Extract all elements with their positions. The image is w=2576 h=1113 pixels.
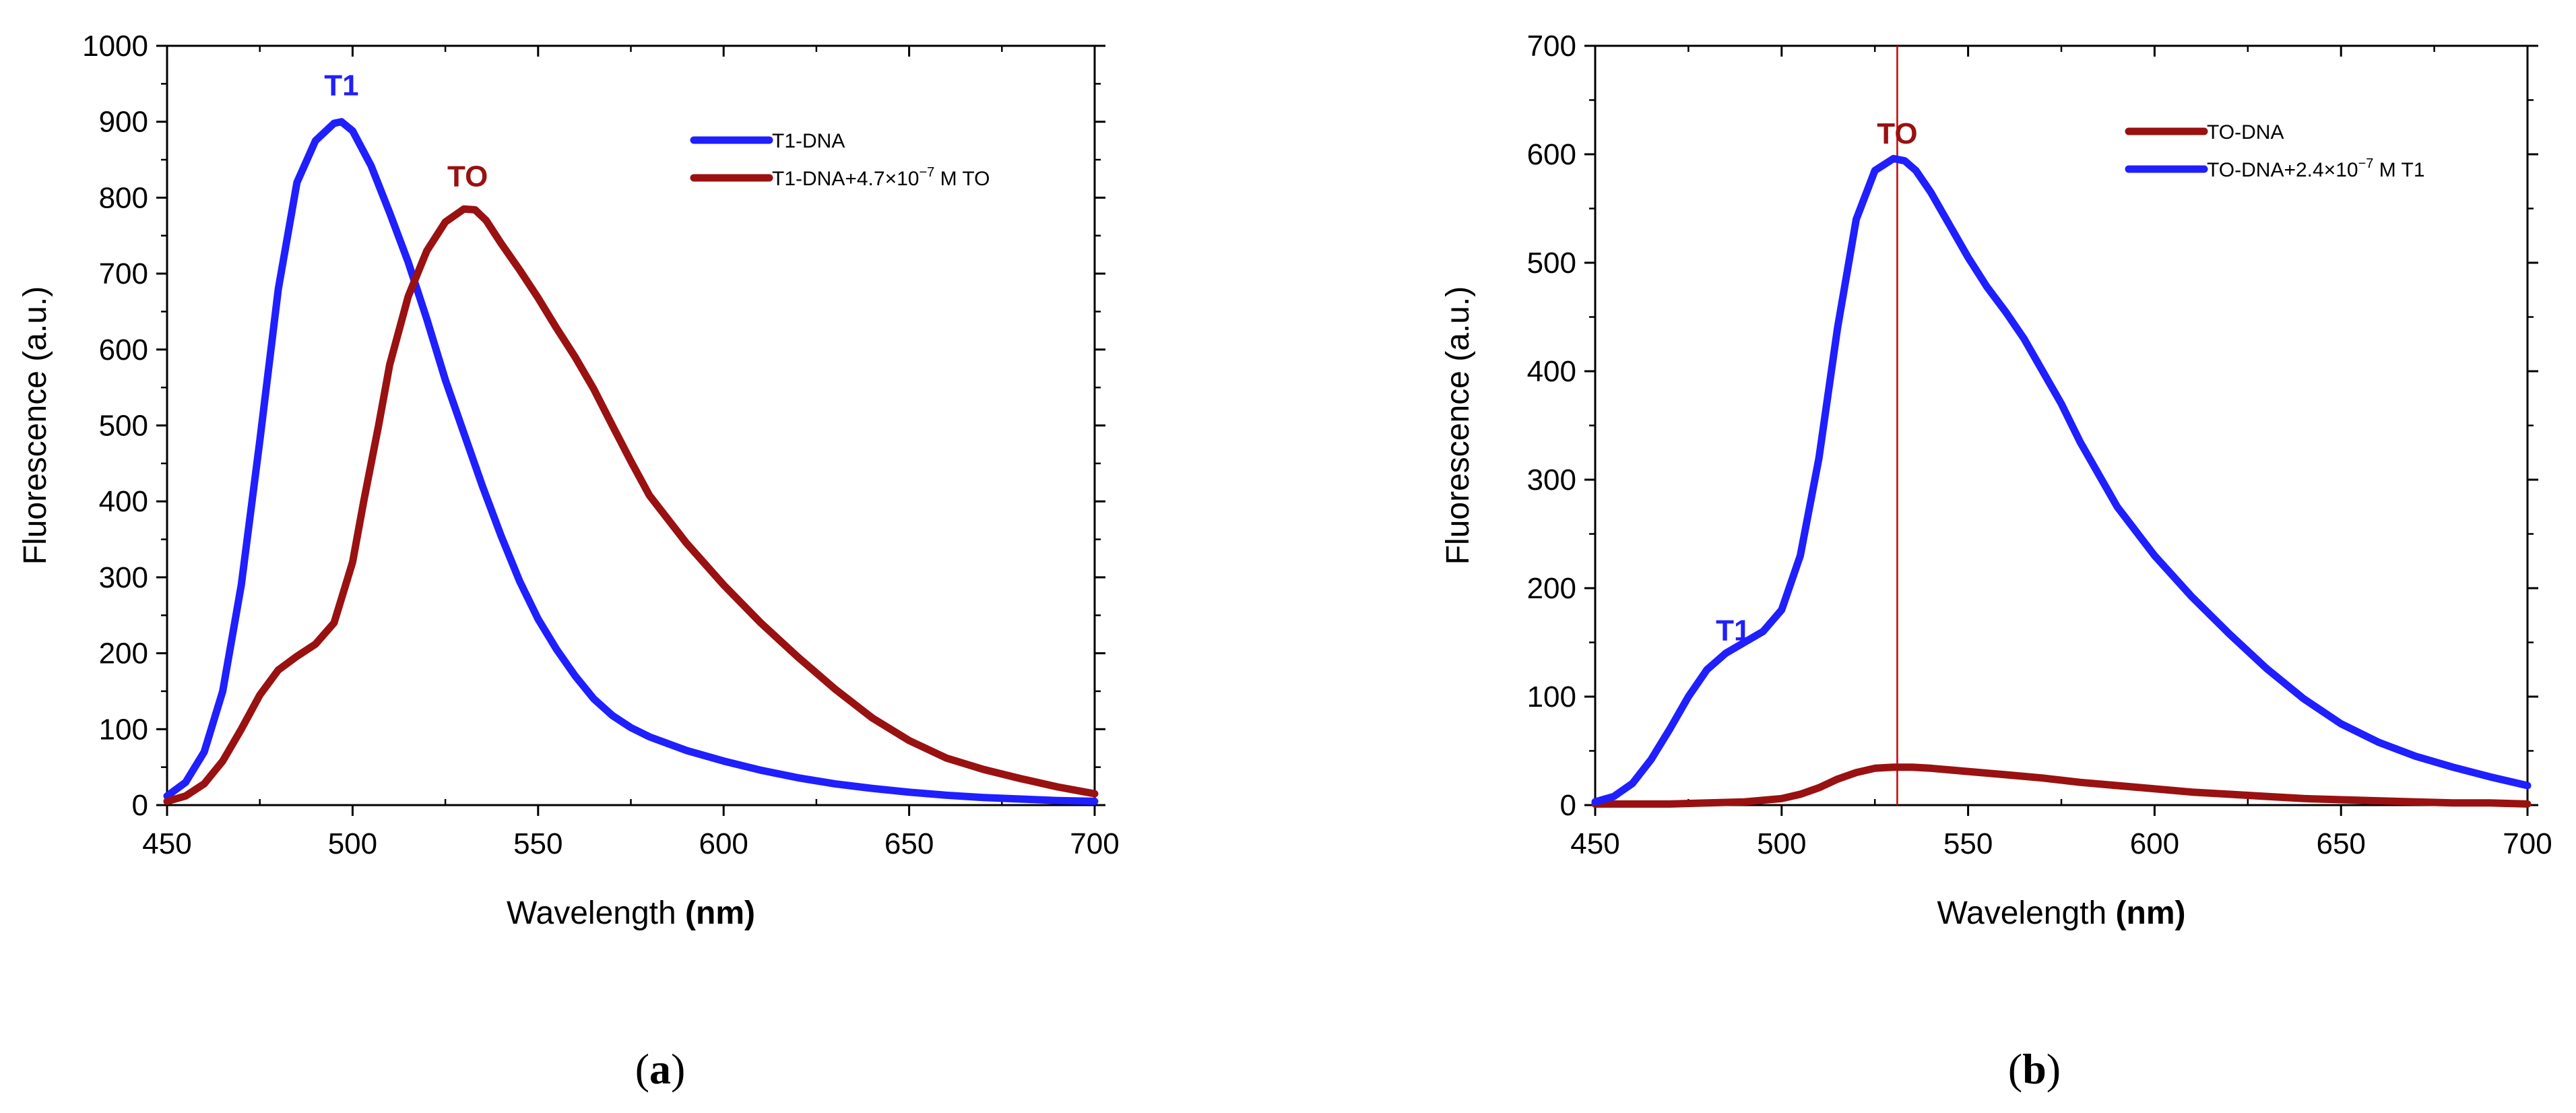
- legend-label-0: TO-DNA: [2207, 121, 2284, 144]
- y-tick-label: 500: [1527, 247, 1576, 280]
- x-axis-paren-open: (: [676, 895, 696, 931]
- x-tick-label: 600: [699, 827, 748, 860]
- x-axis-title: Wavelength: [1937, 895, 2106, 931]
- x-tick-label: 650: [884, 827, 934, 860]
- peak-annotation: TO: [1877, 117, 1917, 150]
- y-tick-label: 500: [99, 410, 148, 443]
- caption-open: (: [635, 1045, 649, 1093]
- y-tick-label: 0: [132, 789, 148, 822]
- series-line-1: [1591, 154, 2532, 806]
- legend-suffix: M TO: [934, 168, 990, 190]
- y-tick-label: 700: [1527, 30, 1576, 63]
- x-tick-label: 700: [2503, 827, 2552, 860]
- x-tick-label: 650: [2316, 827, 2365, 860]
- x-tick-label: 500: [1757, 827, 1806, 860]
- caption-letter: b: [2022, 1045, 2047, 1093]
- series-line-0: [1591, 763, 2532, 808]
- y-tick-label: 300: [1527, 464, 1576, 497]
- x-tick-label: 550: [1943, 827, 1993, 860]
- y-tick-label: 100: [99, 713, 148, 746]
- panel-caption: (a): [635, 1045, 686, 1093]
- x-axis-paren-close: ): [2175, 895, 2186, 931]
- y-tick-label: 400: [99, 485, 148, 518]
- panel-a: 450 500 550 600 650 700 0 100 200 300 400 500 600 700…: [18, 30, 1120, 1093]
- y-tick-label: 0: [1560, 789, 1576, 822]
- legend-name: TO-DNA: [2207, 121, 2284, 144]
- x-axis-paren-open: (: [2106, 895, 2126, 931]
- y-tick-label: 600: [99, 333, 148, 367]
- caption-close: ): [671, 1045, 685, 1093]
- panel-b: 450 500 550 600 650 700 0 100 200 300 400 500 600 700…: [1440, 30, 2552, 1093]
- legend-exponent: −7: [2358, 156, 2374, 171]
- y-tick-label: 200: [1527, 572, 1576, 605]
- x-tick-label: 500: [328, 827, 377, 860]
- y-tick-label: 900: [99, 106, 148, 139]
- y-tick-label: 600: [1527, 138, 1576, 171]
- x-axis-label: Wavelength (nm): [507, 895, 755, 931]
- x-tick-label: 700: [1070, 827, 1119, 860]
- caption-letter: a: [649, 1045, 671, 1093]
- y-tick-label: 300: [99, 561, 148, 594]
- x-tick-label: 550: [513, 827, 562, 860]
- x-axis-unit: nm: [2127, 895, 2175, 931]
- x-axis-title: Wavelength: [507, 895, 676, 931]
- series-line-1: [163, 205, 1099, 805]
- y-tick-label: 700: [99, 257, 148, 290]
- legend-label-1: T1-DNA+4.7×10−7 M TO: [772, 165, 990, 190]
- x-tick-label: 600: [2130, 827, 2179, 860]
- legend-suffix: M T1: [2373, 159, 2424, 181]
- legend-name: TO-DNA+2.4×10: [2207, 159, 2358, 181]
- panel-caption: (b): [2008, 1045, 2061, 1093]
- y-tick-label: 400: [1527, 355, 1576, 388]
- y-axis-label: Fluorescence (a.u.): [18, 286, 53, 565]
- caption-close: ): [2047, 1045, 2061, 1093]
- y-tick-label: 800: [99, 181, 148, 214]
- series-line-0: [163, 118, 1099, 805]
- y-axis-label: Fluorescence (a.u.): [1440, 286, 1476, 565]
- legend-label-0: T1-DNA: [772, 130, 845, 152]
- peak-annotation: T1: [324, 69, 358, 102]
- legend-name: T1-DNA+4.7×10: [772, 168, 919, 190]
- y-tick-label: 200: [99, 637, 148, 670]
- peak-annotation: TO: [447, 160, 488, 193]
- peak-annotation: T1: [1716, 614, 1750, 647]
- x-tick-label: 450: [142, 827, 191, 860]
- x-axis-paren-close: ): [744, 895, 755, 931]
- y-tick-label: 100: [1527, 680, 1576, 713]
- legend-name: T1-DNA: [772, 130, 845, 152]
- x-tick-label: 450: [1570, 827, 1619, 860]
- caption-open: (: [2008, 1045, 2022, 1093]
- legend-label-1: TO-DNA+2.4×10−7 M T1: [2207, 156, 2425, 181]
- y-tick-label: 1000: [82, 30, 148, 63]
- x-axis-unit: nm: [696, 895, 744, 931]
- x-axis-label: Wavelength (nm): [1937, 895, 2185, 931]
- legend-exponent: −7: [919, 165, 934, 180]
